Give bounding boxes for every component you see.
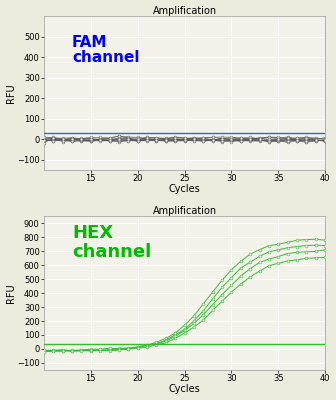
Text: HEX
channel: HEX channel (72, 224, 151, 261)
Text: FAM
channel: FAM channel (72, 35, 139, 65)
X-axis label: Cycles: Cycles (169, 384, 200, 394)
Title: Amplification: Amplification (153, 6, 217, 16)
Y-axis label: RFU: RFU (6, 83, 15, 103)
X-axis label: Cycles: Cycles (169, 184, 200, 194)
Title: Amplification: Amplification (153, 206, 217, 216)
Y-axis label: RFU: RFU (6, 283, 15, 303)
